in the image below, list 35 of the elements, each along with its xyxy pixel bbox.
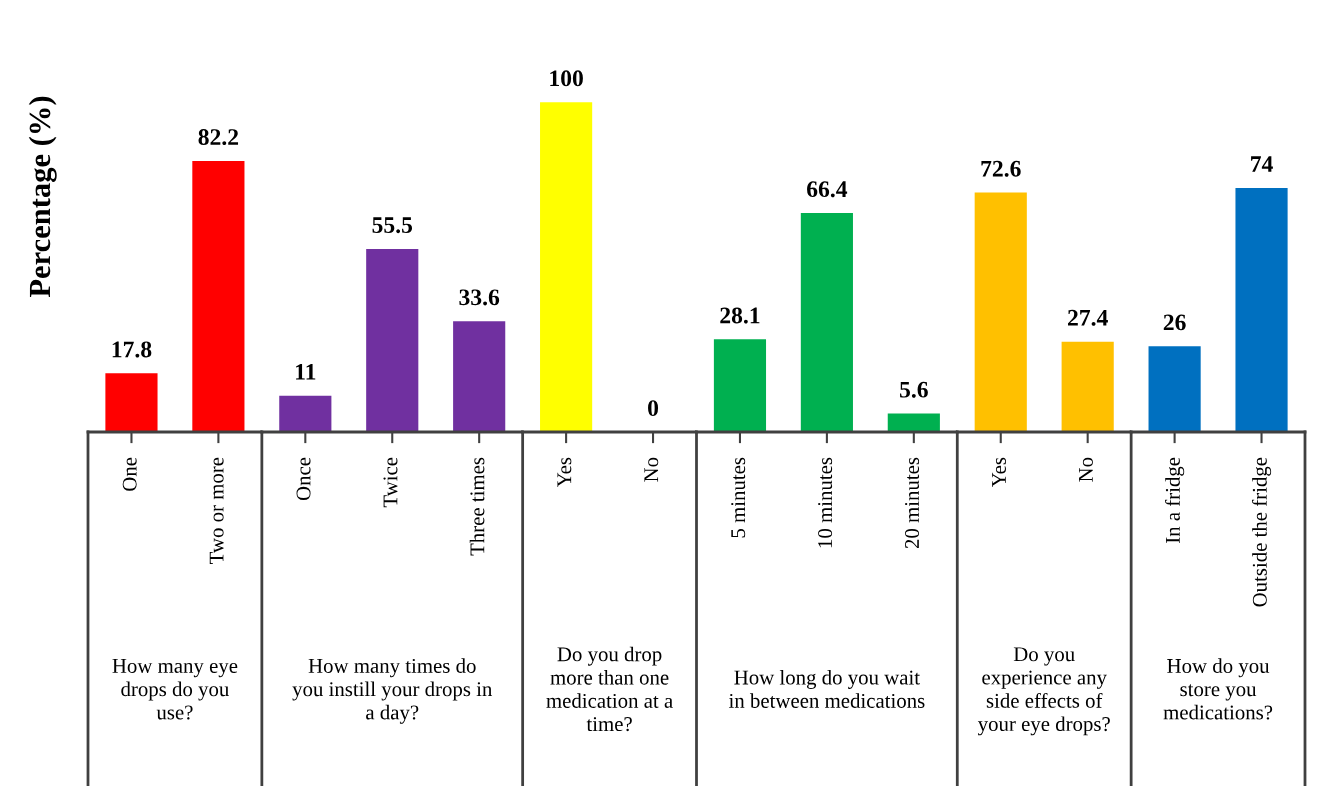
x-tick-label: Yes: [557, 457, 572, 488]
y-axis-title: Percentage (%): [28, 96, 57, 298]
data-label: 17.8: [112, 341, 152, 358]
x-tick-label: Two or more: [209, 457, 224, 564]
x-tick-label: Yes: [992, 457, 1006, 488]
x-axis-title: How many eye drops do you use?: [112, 659, 238, 720]
data-label: 82.2: [198, 129, 239, 146]
x-tick-label: In a fridge: [1165, 457, 1185, 544]
x-axis-title: How do you store you medications?: [1163, 658, 1273, 720]
x-axis-title: Do you experience any side effects of your eye drops?: [977, 647, 1110, 736]
x-tick-label: Outside the fridge: [1251, 457, 1272, 607]
x-tick-label: Three times: [469, 457, 485, 556]
data-label: 0: [648, 400, 659, 417]
data-label: 74: [1251, 156, 1273, 172]
data-label: 100: [550, 70, 583, 87]
data-label: 72.6: [981, 160, 1021, 177]
x-axis-title: Do you drop more than one medication at a time?: [546, 646, 673, 732]
x-tick-label: 5 minutes: [731, 457, 746, 538]
x-axis-title: How many times do you instill your drops in a day?: [292, 658, 493, 724]
x-tick-label: 20 minutes: [904, 457, 920, 549]
x-axis-title: How long do you wait in between medications: [728, 669, 925, 708]
x-tick-label: No: [1079, 457, 1093, 482]
data-label: 33.6: [459, 289, 500, 306]
x-tick-label: One: [122, 457, 137, 491]
data-label: 27.4: [1068, 309, 1108, 326]
data-label: 11: [296, 364, 316, 380]
data-label: 66.4: [807, 181, 848, 198]
x-tick-label: Once: [296, 457, 311, 501]
x-tick-label: 10 minutes: [818, 457, 833, 548]
data-label: 55.5: [372, 217, 413, 234]
x-tick-label: Twice: [383, 457, 398, 508]
data-label: 5.6: [900, 381, 928, 398]
x-tick-label: No: [644, 457, 659, 482]
data-label: 28.1: [720, 307, 760, 324]
data-label: 26: [1163, 314, 1186, 331]
